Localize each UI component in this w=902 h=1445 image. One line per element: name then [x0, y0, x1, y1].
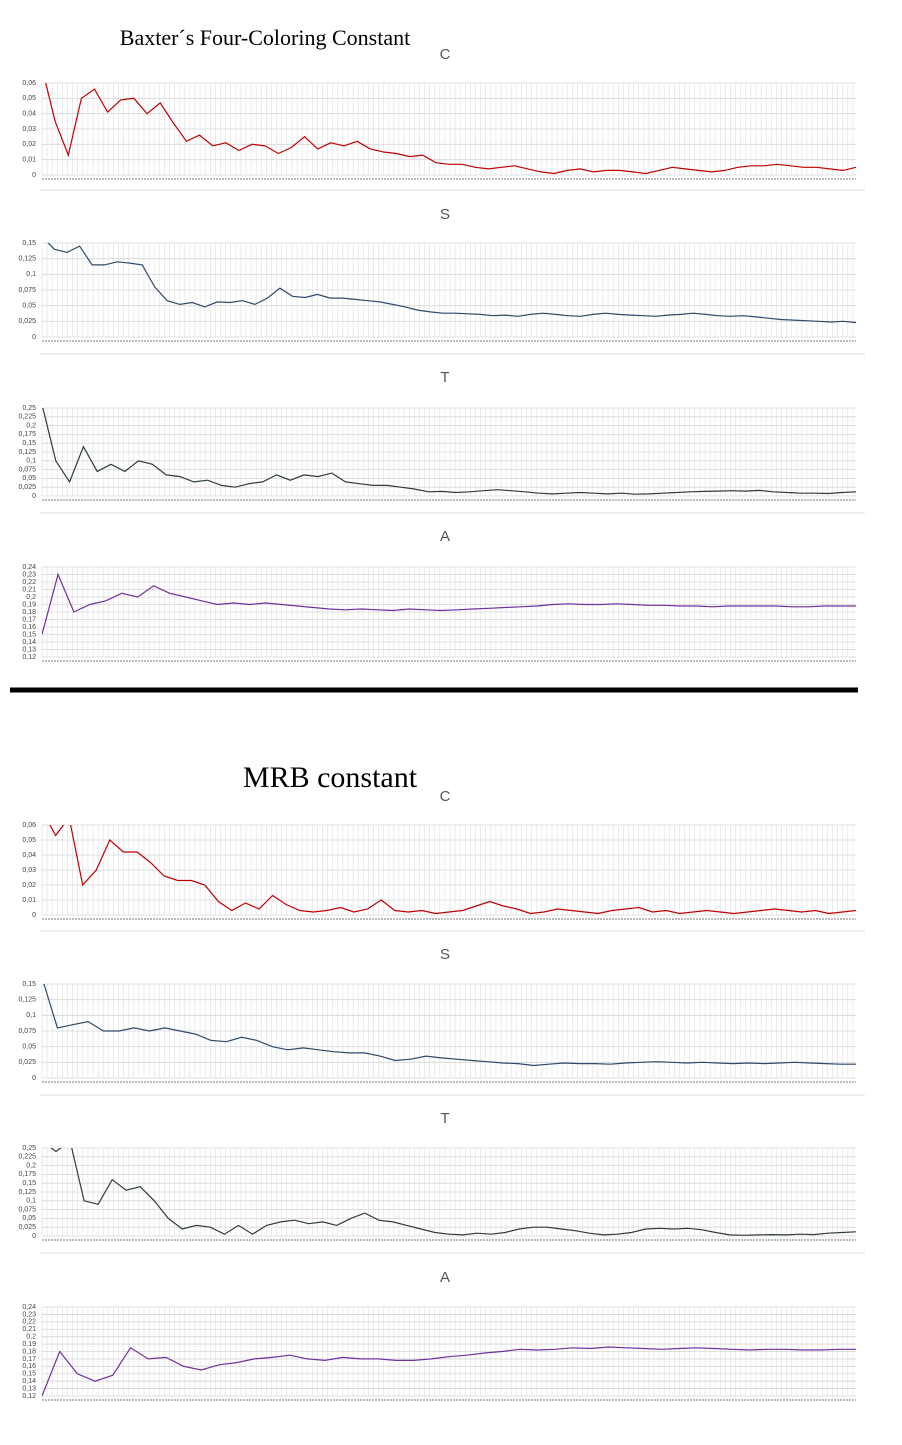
y-tick-label: 0,225 — [18, 414, 36, 421]
y-tick-label: 0,1 — [26, 458, 36, 465]
y-tick-label: 0,05 — [22, 303, 36, 310]
y-tick-label: 0,04 — [22, 111, 36, 118]
y-tick-label: 0,175 — [18, 431, 36, 438]
y-tick-label: 0,25 — [22, 405, 36, 412]
y-tick-label: 0,21 — [22, 586, 36, 593]
series-line — [47, 243, 856, 324]
panel-title: A — [440, 528, 450, 545]
panel-title: T — [440, 1110, 449, 1127]
y-tick-label: 0 — [32, 1233, 36, 1240]
y-tick-label: 0,02 — [22, 882, 36, 889]
y-tick-label: 0,2 — [26, 422, 36, 429]
y-tick-label: 0,13 — [22, 646, 36, 653]
panel-title: S — [440, 946, 450, 963]
y-tick-label: 0,12 — [22, 654, 36, 661]
panel-title: T — [440, 369, 449, 386]
y-tick-label: 0,1 — [26, 1012, 36, 1019]
y-tick-label: 0,23 — [22, 571, 36, 578]
panel-title: C — [440, 788, 451, 805]
y-tick-label: 0,15 — [22, 981, 36, 988]
series-line — [42, 1346, 856, 1396]
y-tick-label: 0 — [32, 493, 36, 500]
panel-title: S — [440, 206, 450, 223]
panel-title: C — [440, 46, 451, 63]
y-tick-label: 0,125 — [18, 256, 36, 263]
y-tick-label: 0,2 — [26, 1162, 36, 1169]
y-tick-label: 0,03 — [22, 867, 36, 874]
y-tick-label: 0,05 — [22, 837, 36, 844]
y-tick-label: 0,23 — [22, 1311, 36, 1318]
y-tick-label: 0,05 — [22, 1044, 36, 1051]
y-tick-label: 0,025 — [18, 318, 36, 325]
y-tick-label: 0,21 — [22, 1326, 36, 1333]
y-tick-label: 0,075 — [18, 1206, 36, 1213]
y-tick-label: 0,125 — [18, 997, 36, 1004]
y-tick-label: 0,05 — [22, 95, 36, 102]
y-tick-label: 0,03 — [22, 126, 36, 133]
y-tick-label: 0,14 — [22, 639, 36, 646]
y-tick-label: 0 — [32, 172, 36, 179]
y-tick-label: 0,14 — [22, 1378, 36, 1385]
y-tick-label: 0,025 — [18, 484, 36, 491]
y-tick-label: 0 — [32, 912, 36, 919]
section-title: MRB constant — [243, 761, 418, 794]
y-tick-label: 0,125 — [18, 449, 36, 456]
y-tick-label: 0,025 — [18, 1059, 36, 1066]
y-tick-label: 0,06 — [22, 80, 36, 87]
y-tick-label: 0 — [32, 1075, 36, 1082]
y-tick-label: 0,17 — [22, 616, 36, 623]
series-line — [43, 984, 856, 1067]
y-tick-label: 0,1 — [26, 271, 36, 278]
y-tick-label: 0,02 — [22, 141, 36, 148]
y-tick-label: 0,16 — [22, 624, 36, 631]
y-tick-label: 0,2 — [26, 1334, 36, 1341]
y-tick-label: 0,175 — [18, 1171, 36, 1178]
y-tick-label: 0,05 — [22, 1215, 36, 1222]
y-tick-label: 0,075 — [18, 287, 36, 294]
y-tick-label: 0,075 — [18, 466, 36, 473]
y-tick-label: 0,16 — [22, 1363, 36, 1370]
y-tick-label: 0,05 — [22, 475, 36, 482]
y-tick-label: 0,13 — [22, 1385, 36, 1392]
y-tick-label: 0,24 — [22, 564, 36, 571]
y-tick-label: 0,15 — [22, 240, 36, 247]
y-tick-label: 0,15 — [22, 631, 36, 638]
y-tick-label: 0,025 — [18, 1224, 36, 1231]
y-tick-label: 0,01 — [22, 897, 36, 904]
panel-title: A — [440, 1269, 450, 1286]
y-tick-label: 0,1 — [26, 1198, 36, 1205]
series-line — [42, 408, 856, 495]
y-tick-label: 0,18 — [22, 609, 36, 616]
y-tick-label: 0,19 — [22, 601, 36, 608]
y-tick-label: 0,12 — [22, 1393, 36, 1400]
section-title: Baxter´s Four-Coloring Constant — [120, 25, 410, 50]
y-tick-label: 0,225 — [18, 1154, 36, 1161]
y-tick-label: 0,24 — [22, 1304, 36, 1311]
series-line — [49, 825, 856, 915]
y-tick-label: 0,06 — [22, 822, 36, 829]
y-tick-label: 0,22 — [22, 1319, 36, 1326]
y-tick-label: 0,075 — [18, 1028, 36, 1035]
y-tick-label: 0,125 — [18, 1189, 36, 1196]
y-tick-label: 0,01 — [22, 157, 36, 164]
y-tick-label: 0,25 — [22, 1145, 36, 1152]
y-tick-label: 0,04 — [22, 852, 36, 859]
series-line — [50, 1148, 856, 1236]
y-tick-label: 0,15 — [22, 440, 36, 447]
y-tick-label: 0,15 — [22, 1180, 36, 1187]
y-tick-label: 0,2 — [26, 594, 36, 601]
y-tick-label: 0,18 — [22, 1348, 36, 1355]
series-line — [45, 83, 856, 175]
series-line — [42, 572, 856, 635]
y-tick-label: 0,17 — [22, 1356, 36, 1363]
y-tick-label: 0,19 — [22, 1341, 36, 1348]
y-tick-label: 0,22 — [22, 579, 36, 586]
y-tick-label: 0 — [32, 334, 36, 341]
y-tick-label: 0,15 — [22, 1371, 36, 1378]
